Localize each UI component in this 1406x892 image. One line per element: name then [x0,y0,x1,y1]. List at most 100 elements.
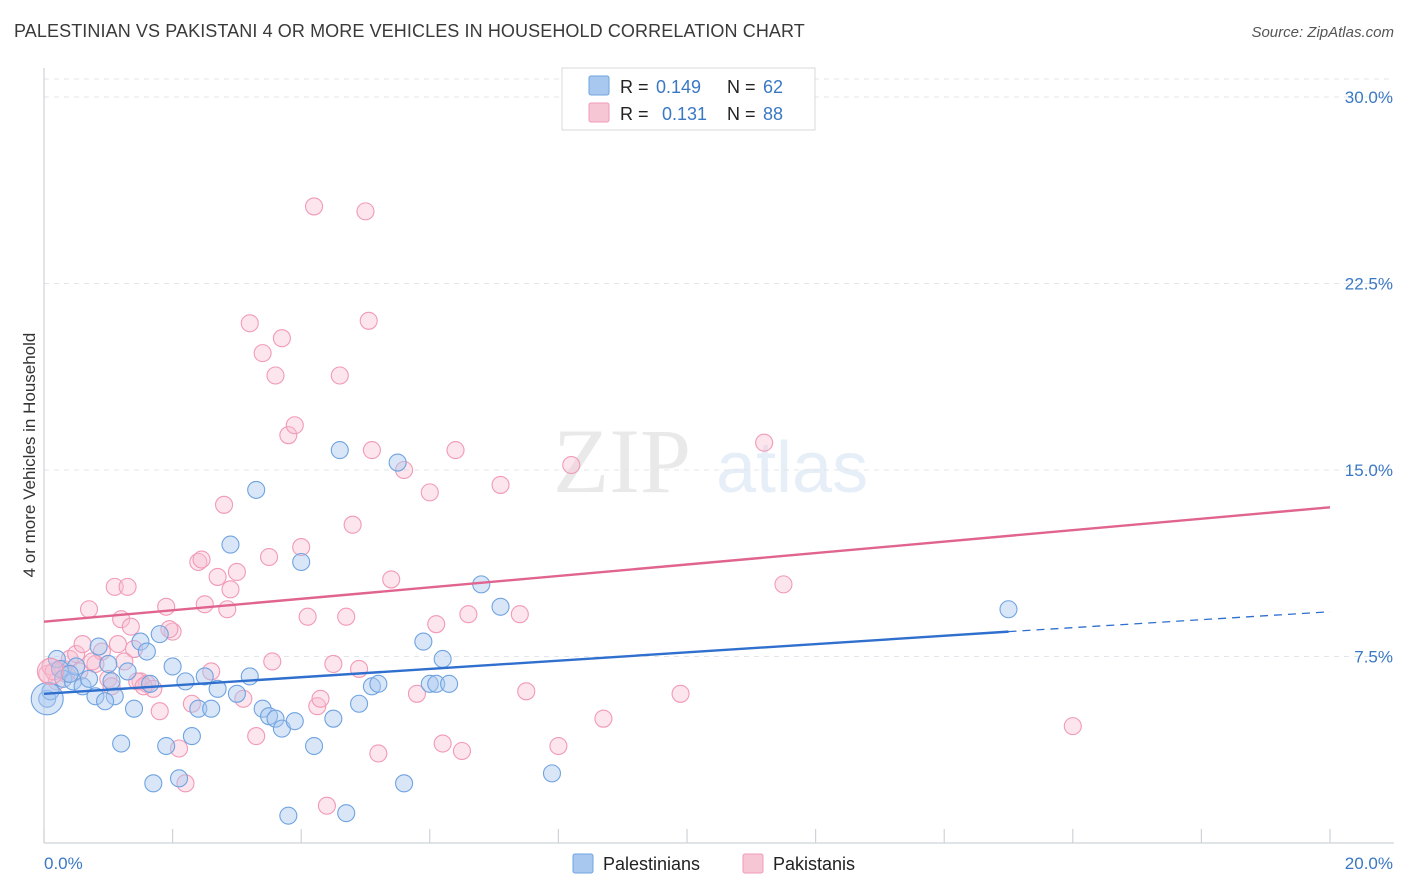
pakistanis-point [369,744,388,763]
pakistanis-point [79,600,99,619]
palestinians-point [266,709,285,728]
palestinians-point [247,480,266,499]
palestinians-point [433,649,452,669]
pakistanis-point [259,547,279,567]
palestinians-point [102,672,121,691]
trend-lines [43,506,1331,695]
pakistanis-point [227,562,246,582]
palestinians-point [202,699,221,718]
pakistanis-point [517,682,536,701]
pakistanis-point [305,197,324,216]
pakistanis-point [121,617,140,636]
pakistanis-point [105,577,124,596]
y-tick-labels: 7.5% 15.0% 22.5% 30.0% [1345,88,1393,667]
palestinians-point [388,453,407,472]
palestinians-point [369,674,388,693]
palestinians-point [141,674,160,693]
palestinians-point [60,664,79,683]
y-tick-label: 15.0% [1345,461,1393,480]
palestinians-point [86,687,105,706]
pakistanis-point [594,709,613,728]
palestinians-point [51,659,70,678]
legend-r-label-2: R = [620,104,649,124]
palestinians-point [118,662,137,681]
pakistanis-point [263,652,282,671]
pakistanis-point [108,635,127,654]
palestinians-point [414,632,433,651]
palestinians-point [195,667,214,686]
watermark-zip: ZIP [553,410,691,512]
palestinians-point [169,769,189,788]
palestinians-point [112,734,131,753]
pakistanis-point [214,495,234,514]
y-tick-label: 30.0% [1345,88,1393,107]
palestinians-point [227,684,246,703]
pakistanis-point [395,460,414,480]
x-tick-label-min: 0.0% [44,854,83,873]
legend-swatch-pakistanis [588,102,610,123]
pakistanis-point [157,597,176,616]
source-label: Source: ZipAtlas.com [1251,24,1394,41]
palestinians-point [67,657,86,676]
pakistanis-point [160,620,179,639]
palestinians-point [440,674,459,693]
pakistanis-point [115,652,134,671]
y-axis-title: 4 or more Vehicles in Household [20,333,39,578]
pakistanis-point [317,796,336,815]
pakistanis-point [382,570,401,589]
pakistanis-point [279,426,298,445]
palestinians-point [253,699,272,718]
pakistanis-point [491,475,510,494]
pakistanis-point [266,366,285,385]
palestinians-point [324,709,343,728]
pakistanis-point [562,455,581,475]
palestinians-point [124,699,144,718]
palestinians-point [305,736,324,756]
pakistanis-point [218,600,237,619]
palestinians-point [79,669,99,688]
palestinians-point [163,657,182,676]
palestinians-point [89,637,108,656]
y-tick-label: 7.5% [1354,648,1393,667]
pakistanis-point [420,483,439,502]
pakistanis-point [324,654,343,674]
palestinians-point [182,727,201,746]
palestinians-point [150,625,169,644]
bottom-legend: Palestinians Pakistanis [572,853,855,874]
pakistanis-point [67,644,86,664]
legend-n-value-2: 88 [763,104,783,124]
pakistanis-point [359,311,378,330]
palestinians-point [105,687,124,706]
pakistanis-point [755,433,774,452]
bottom-legend-swatch-palestinians [572,853,594,874]
palestinians-point [285,712,304,731]
palestinians-point [99,654,118,674]
palestinians-point [420,674,439,693]
x-tick-label-max: 20.0% [1345,854,1393,873]
palestinians-point [330,441,349,460]
pakistanis-point [118,577,137,596]
pakistanis-point [459,605,478,624]
pakistanis-point [298,607,317,626]
pakistanis-point [549,736,568,756]
legend-r-value-1: 0.149 [656,77,701,97]
pakistanis-point [427,615,446,634]
pakistanis-point [337,607,356,626]
palestinians-point [144,774,163,793]
pakistanis-point [73,635,92,654]
grid [44,78,1394,657]
palestinians-point [176,672,195,691]
palestinians-point [96,692,115,711]
pakistanis-point [452,741,472,761]
pakistanis-point [189,552,208,572]
pakistanis-point [253,344,272,363]
pakistanis-point [83,652,102,671]
pakistanis-point [362,441,381,460]
pakistanis-point [221,580,240,599]
pakistanis-point [407,684,426,703]
pakistanis-point [510,605,529,624]
palestinians-point [427,674,446,693]
legend-n-value-1: 62 [763,77,783,97]
pakistanis-point [195,595,214,614]
chart-title: PALESTINIAN VS PAKISTANI 4 OR MORE VEHIC… [14,21,805,41]
